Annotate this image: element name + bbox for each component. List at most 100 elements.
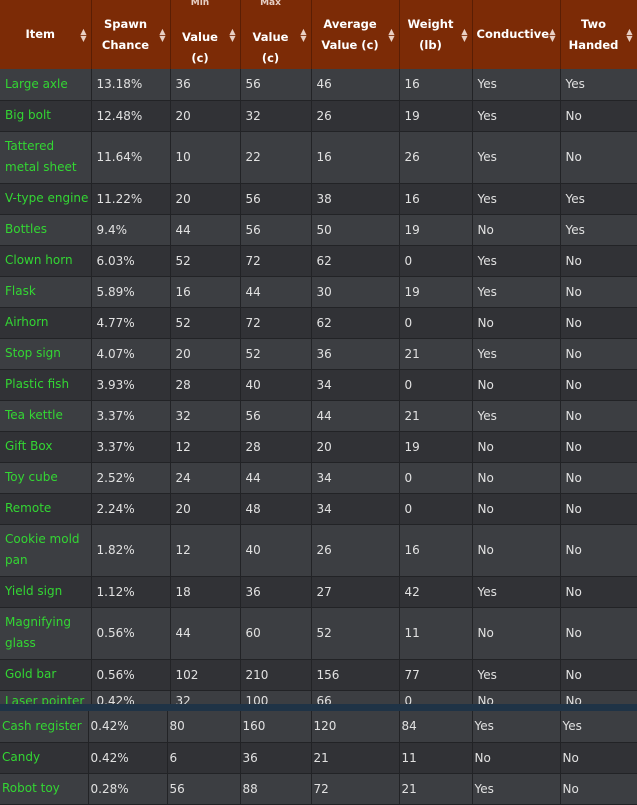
- column-header-avg[interactable]: Average Value (c) ▲ ▼: [311, 0, 400, 69]
- sort-icon[interactable]: ▲ ▼: [388, 26, 395, 43]
- cell-avg: 52: [311, 607, 400, 660]
- sort-icon[interactable]: ▲ ▼: [461, 26, 468, 43]
- table-row: Candy 0.42% 6 36 21 11 No No: [0, 742, 637, 774]
- cell-min: 16: [170, 276, 241, 308]
- cell-item[interactable]: Flask: [0, 276, 92, 308]
- cell-max: 160: [240, 711, 312, 743]
- cell-item[interactable]: Yield sign: [0, 576, 92, 608]
- cell-item[interactable]: Cash register: [0, 711, 89, 743]
- cell-twohanded: No: [560, 659, 637, 691]
- column-header-min-label: (c): [191, 51, 209, 65]
- cell-item[interactable]: Magnifying glass: [0, 607, 92, 660]
- column-header-twohanded[interactable]: Two Handed ▲ ▼: [560, 0, 637, 69]
- sort-icon[interactable]: ▲ ▼: [549, 26, 556, 43]
- column-header-weight-label: Weight: [407, 16, 454, 31]
- cell-weight: 0: [399, 245, 473, 277]
- table-row: Stop sign 4.07% 20 52 36 21 Yes No: [0, 338, 637, 370]
- cell-item[interactable]: Airhorn: [0, 307, 92, 339]
- column-header-min[interactable]: Min Value (c) ▲ ▼: [170, 0, 241, 69]
- cell-weight: 19: [399, 100, 473, 132]
- cell-item[interactable]: Candy: [0, 742, 89, 774]
- cell-weight: 19: [399, 276, 473, 308]
- cell-item[interactable]: Tattered metal sheet: [0, 131, 92, 184]
- cell-twohanded: No: [560, 131, 637, 184]
- table-row: Tattered metal sheet 11.64% 10 22 16 26 Yes No: [0, 131, 637, 184]
- column-header-conductive[interactable]: Conductive ▲ ▼: [472, 0, 561, 69]
- cell-item[interactable]: Large axle: [0, 69, 92, 101]
- table-row: Cash register 0.42% 80 160 120 84 Yes Yes: [0, 711, 637, 743]
- cell-avg: 34: [311, 462, 400, 494]
- column-header-item[interactable]: Item ▲ ▼: [0, 0, 92, 69]
- cell-item[interactable]: Plastic fish: [0, 369, 92, 401]
- cell-item[interactable]: Robot toy: [0, 773, 89, 805]
- cell-twohanded: No: [560, 276, 637, 308]
- cell-conductive: No: [472, 369, 561, 401]
- cell-avg: 26: [311, 524, 400, 577]
- cell-avg: 62: [311, 307, 400, 339]
- column-header-min-clipped-label: Min: [190, 0, 210, 6]
- cell-conductive: Yes: [472, 576, 561, 608]
- cell-spawn: 11.22%: [91, 183, 171, 215]
- table-row: Bottles 9.4% 44 56 50 19 No Yes: [0, 214, 637, 246]
- cell-item[interactable]: Gold bar: [0, 659, 92, 691]
- cell-min: 18: [170, 576, 241, 608]
- cell-item[interactable]: Big bolt: [0, 100, 92, 132]
- cell-item[interactable]: Remote: [0, 493, 92, 525]
- cell-spawn: 1.12%: [91, 576, 171, 608]
- cell-min: 28: [170, 369, 241, 401]
- column-header-weight[interactable]: Weight (lb) ▲ ▼: [399, 0, 473, 69]
- table-row: Large axle 13.18% 36 56 46 16 Yes Yes: [0, 69, 637, 101]
- cell-twohanded: Yes: [560, 183, 637, 215]
- table-row: Big bolt 12.48% 20 32 26 19 Yes No: [0, 100, 637, 132]
- cell-conductive: Yes: [472, 245, 561, 277]
- cell-avg: 36: [311, 338, 400, 370]
- cell-min: 44: [170, 607, 241, 660]
- cell-item[interactable]: Cookie mold pan: [0, 524, 92, 577]
- cell-conductive: Yes: [472, 276, 561, 308]
- cell-min: 32: [170, 400, 241, 432]
- column-header-max-clipped-label: Max: [260, 0, 281, 6]
- table-row: Remote 2.24% 20 48 34 0 No No: [0, 493, 637, 525]
- column-header-spawn-label: Spawn: [103, 16, 148, 31]
- cell-avg: 16: [311, 131, 400, 184]
- cell-avg: 34: [311, 369, 400, 401]
- cell-twohanded: No: [560, 493, 637, 525]
- cell-item[interactable]: Stop sign: [0, 338, 92, 370]
- sort-icon[interactable]: ▲ ▼: [80, 26, 87, 43]
- cell-weight: 19: [399, 214, 473, 246]
- cell-avg: 50: [311, 214, 400, 246]
- cell-max: 22: [240, 131, 312, 184]
- cell-weight: 16: [399, 524, 473, 577]
- cell-avg: 34: [311, 493, 400, 525]
- sort-icon[interactable]: ▲ ▼: [300, 26, 307, 43]
- cell-spawn: 0.56%: [91, 659, 171, 691]
- cell-weight: 0: [399, 462, 473, 494]
- sort-icon[interactable]: ▲ ▼: [626, 26, 633, 43]
- cell-twohanded: No: [560, 431, 637, 463]
- sort-icon[interactable]: ▲ ▼: [229, 26, 236, 43]
- cell-item[interactable]: V-type engine: [0, 183, 92, 215]
- cell-item[interactable]: Toy cube: [0, 462, 92, 494]
- cell-twohanded: No: [560, 338, 637, 370]
- table-row: Plastic fish 3.93% 28 40 34 0 No No: [0, 369, 637, 401]
- column-header-spawn[interactable]: Spawn Chance ▲ ▼: [91, 0, 171, 69]
- column-header-max-label: (c): [261, 51, 280, 65]
- cell-conductive: No: [472, 524, 561, 577]
- cell-item[interactable]: Bottles: [0, 214, 92, 246]
- cell-item[interactable]: Clown horn: [0, 245, 92, 277]
- column-header-max[interactable]: Max Value (c) ▲ ▼: [240, 0, 312, 69]
- cell-item[interactable]: Gift Box: [0, 431, 92, 463]
- cell-spawn: 6.03%: [91, 245, 171, 277]
- cell-avg: 120: [311, 711, 400, 743]
- cell-spawn: 3.93%: [91, 369, 171, 401]
- sort-icon[interactable]: ▲ ▼: [159, 26, 166, 43]
- cell-min: 80: [167, 711, 241, 743]
- cell-item[interactable]: Tea kettle: [0, 400, 92, 432]
- cell-avg: 156: [311, 659, 400, 691]
- cell-conductive: Yes: [472, 69, 561, 101]
- cell-avg: 27: [311, 576, 400, 608]
- cell-avg: 21: [311, 742, 400, 774]
- cell-min: 12: [170, 431, 241, 463]
- cell-conductive: Yes: [472, 100, 561, 132]
- table-row: Robot toy 0.28% 56 88 72 21 Yes No: [0, 773, 637, 805]
